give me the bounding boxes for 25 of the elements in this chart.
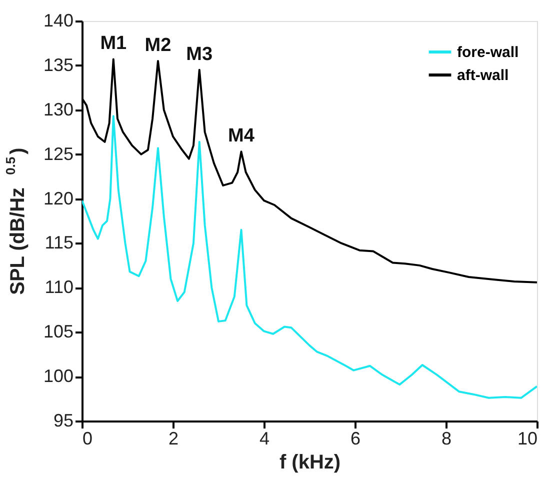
y-tick-label: 120 (43, 188, 74, 208)
y-axis-title: SPL (dB/Hz0.5) (3, 148, 29, 295)
y-tick-label: 130 (43, 99, 74, 120)
line-series (82, 115, 537, 399)
annotation: M1 (100, 33, 128, 54)
y-tick-label: 110 (44, 277, 74, 298)
y-tick-label: 100 (43, 366, 74, 386)
y-tick-label: 115 (44, 232, 74, 253)
y-tick-label: 95 (53, 410, 74, 430)
y-tick-label: 125 (43, 144, 74, 164)
y-tick-label: 140 (43, 10, 74, 30)
annotation: M4 (228, 126, 255, 147)
annotation: M3 (186, 44, 213, 65)
x-tick-label: 8 (441, 428, 452, 448)
legend-label: fore-wall (457, 44, 519, 61)
y-tick-label: 105 (43, 322, 74, 342)
y-tick-label: 135 (43, 54, 74, 75)
x-tick-label: 0 (82, 428, 93, 448)
x-tick-label: 10 (517, 428, 538, 448)
x-tick-label: 4 (259, 428, 270, 448)
x-tick-label: 2 (168, 428, 179, 448)
annotation: M2 (144, 35, 172, 56)
x-tick-label: 6 (350, 428, 361, 448)
legend-label: aft-wall (457, 67, 509, 84)
x-axis-title: f (kHz) (279, 452, 341, 474)
